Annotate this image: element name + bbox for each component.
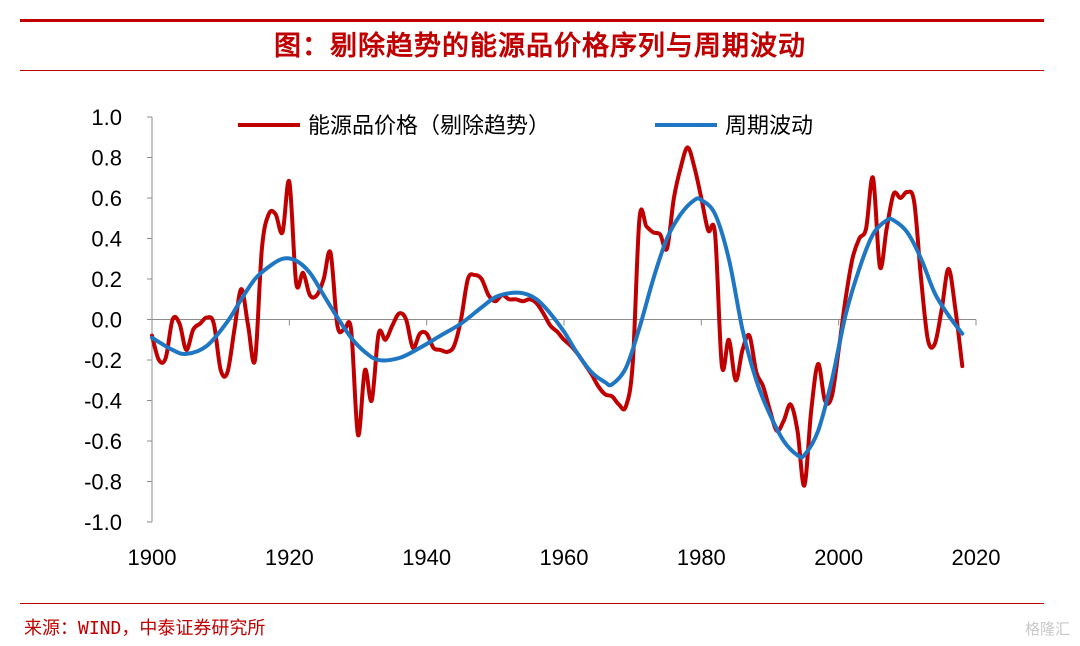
legend-item-detrended-energy-price: 能源品价格（剔除趋势） (238, 113, 550, 138)
series-layer (150, 145, 965, 488)
y-tick-label: -0.6 (84, 429, 122, 454)
source-note: 来源：WIND，中泰证券研究所 (24, 618, 266, 639)
series-line-detrended-energy-price (150, 145, 965, 488)
y-tick-label: 1.0 (91, 105, 122, 130)
chart-title: 图：剔除趋势的能源品价格序列与周期波动 (274, 31, 806, 62)
y-axis: 1.0 0.8 0.6 0.4 0.2 0.0 -0.2 -0.4 -0.6 -0.8 -1.0 (84, 105, 152, 535)
y-tick-label: 0.4 (91, 227, 122, 252)
x-tick-label: 1920 (265, 545, 314, 570)
y-tick-label: 0.0 (91, 308, 122, 333)
x-tick-label: 1900 (128, 545, 177, 570)
legend-item-cycle: 周期波动 (655, 113, 813, 138)
x-tick-label: 2020 (952, 545, 1001, 570)
x-tick-label: 1960 (540, 545, 589, 570)
footer-rule (20, 603, 1044, 604)
legend: 能源品价格（剔除趋势） 周期波动 (238, 113, 813, 138)
x-axis: 1900 1920 1940 1960 1980 2000 2020 (128, 319, 1001, 570)
title-underline (20, 70, 1044, 71)
series-line-cycle (150, 196, 965, 460)
x-tick-label: 2000 (814, 545, 863, 570)
y-tick-label: 0.8 (91, 146, 122, 171)
y-tick-label: -1.0 (84, 510, 122, 535)
x-tick-label: 1940 (402, 545, 451, 570)
x-tick-label: 1980 (677, 545, 726, 570)
y-tick-label: -0.2 (84, 348, 122, 373)
y-tick-label: -0.4 (84, 389, 122, 414)
top-rule (20, 19, 1044, 22)
y-tick-label: 0.6 (91, 186, 122, 211)
legend-label: 能源品价格（剔除趋势） (308, 113, 550, 138)
watermark: 格隆汇 (1024, 620, 1070, 638)
y-tick-label: -0.8 (84, 470, 122, 495)
y-tick-label: 0.2 (91, 267, 122, 292)
legend-label: 周期波动 (725, 113, 813, 138)
